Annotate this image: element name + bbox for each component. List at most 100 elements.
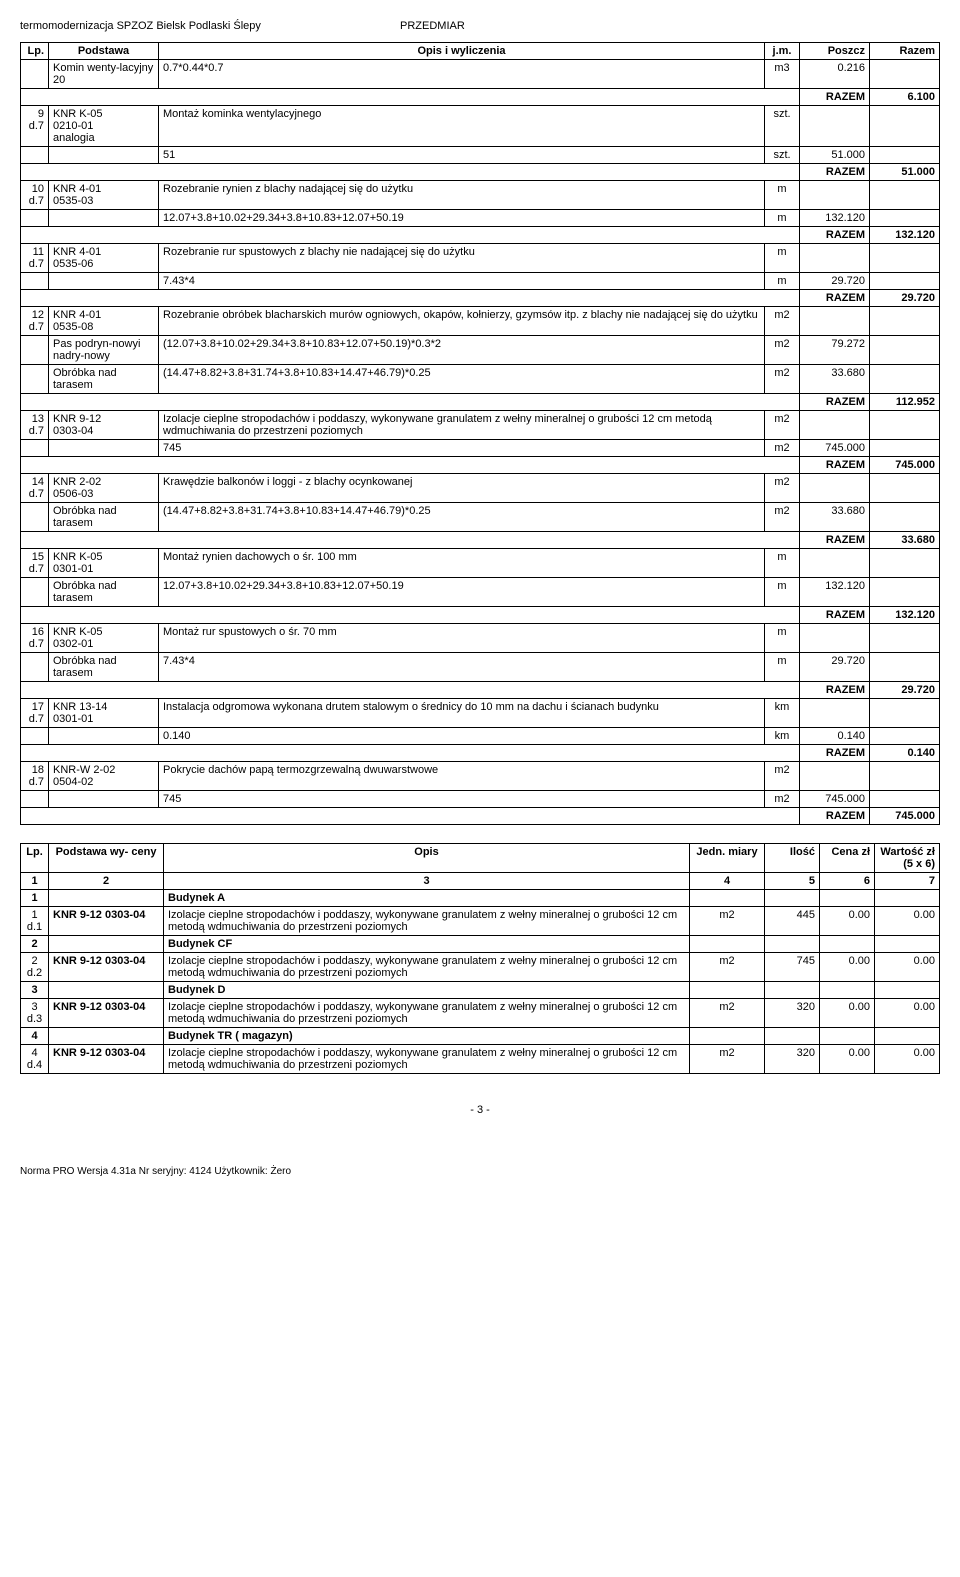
cell-lp bbox=[21, 336, 49, 365]
th-lp: Lp. bbox=[21, 43, 49, 60]
page-header: termomodernizacja SPZOZ Bielsk Podlaski … bbox=[20, 20, 940, 32]
cell-jedn: m2 bbox=[690, 1045, 765, 1074]
cell-pod: KNR 9-12 0303-04 bbox=[49, 1045, 164, 1074]
table-row: RAZEM51.000 bbox=[21, 164, 940, 181]
cell-podstawa bbox=[49, 440, 159, 457]
th-razem: Razem bbox=[870, 43, 940, 60]
th2-lp: Lp. bbox=[21, 844, 49, 873]
table-row: Obróbka nad tarasem7.43*4m29.720 bbox=[21, 653, 940, 682]
th2-wart: Wartość zł (5 x 6) bbox=[875, 844, 940, 873]
section-title: Budynek TR ( magazyn) bbox=[164, 1028, 690, 1045]
razem-value: 745.000 bbox=[870, 808, 940, 825]
cell-poszcz bbox=[800, 106, 870, 147]
cell-jm: szt. bbox=[765, 106, 800, 147]
cell-opis: Montaż rur spustowych o śr. 70 mm bbox=[159, 624, 765, 653]
th2-pod: Podstawa wy- ceny bbox=[49, 844, 164, 873]
cell-lp bbox=[21, 728, 49, 745]
section-pod-empty bbox=[49, 1028, 164, 1045]
cell-podstawa bbox=[49, 210, 159, 227]
cell-razem bbox=[870, 60, 940, 89]
cell-razem bbox=[870, 411, 940, 440]
numcol-4: 4 bbox=[690, 873, 765, 890]
razem-label: RAZEM bbox=[800, 808, 870, 825]
numcol-2: 2 bbox=[49, 873, 164, 890]
section-empty bbox=[765, 982, 820, 999]
cell-poszcz bbox=[800, 244, 870, 273]
cell-poszcz bbox=[800, 181, 870, 210]
section-lp: 2 bbox=[21, 936, 49, 953]
cell-opis: Krawędzie balkonów i loggi - z blachy oc… bbox=[159, 474, 765, 503]
table-row: RAZEM29.720 bbox=[21, 290, 940, 307]
cell-ilosc: 320 bbox=[765, 1045, 820, 1074]
cell-pod: KNR 9-12 0303-04 bbox=[49, 953, 164, 982]
razem-spacer bbox=[21, 89, 800, 106]
cell-jm: m2 bbox=[765, 474, 800, 503]
cell-opis: (14.47+8.82+3.8+31.74+3.8+10.83+14.47+46… bbox=[159, 365, 765, 394]
cell-opis: (14.47+8.82+3.8+31.74+3.8+10.83+14.47+46… bbox=[159, 503, 765, 532]
razem-label: RAZEM bbox=[800, 682, 870, 699]
cell-lp: 2 d.2 bbox=[21, 953, 49, 982]
cell-lp bbox=[21, 147, 49, 164]
section-title: Budynek A bbox=[164, 890, 690, 907]
cell-jedn: m2 bbox=[690, 953, 765, 982]
table-row: 10 d.7KNR 4-01 0535-03Rozebranie rynien … bbox=[21, 181, 940, 210]
cell-razem bbox=[870, 474, 940, 503]
cell-jm: m2 bbox=[765, 411, 800, 440]
section-empty bbox=[765, 1028, 820, 1045]
cell-opis: Izolacje cieplne stropodachów i poddaszy… bbox=[159, 411, 765, 440]
cell-cena: 0.00 bbox=[820, 953, 875, 982]
cell-razem bbox=[870, 244, 940, 273]
cell-jedn: m2 bbox=[690, 999, 765, 1028]
table-row: 51szt.51.000 bbox=[21, 147, 940, 164]
razem-spacer bbox=[21, 290, 800, 307]
cell-wart: 0.00 bbox=[875, 907, 940, 936]
table-row: 12 d.7KNR 4-01 0535-08Rozebranie obróbek… bbox=[21, 307, 940, 336]
cell-lp: 4 d.4 bbox=[21, 1045, 49, 1074]
section-lp: 3 bbox=[21, 982, 49, 999]
cell-poszcz: 132.120 bbox=[800, 210, 870, 227]
cell-poszcz bbox=[800, 699, 870, 728]
table-row: RAZEM132.120 bbox=[21, 227, 940, 244]
cell-opis: Montaż kominka wentylacyjnego bbox=[159, 106, 765, 147]
cell-lp bbox=[21, 653, 49, 682]
table-row: Obróbka nad tarasem(14.47+8.82+3.8+31.74… bbox=[21, 365, 940, 394]
th-poszcz: Poszcz bbox=[800, 43, 870, 60]
razem-spacer bbox=[21, 532, 800, 549]
cell-poszcz: 33.680 bbox=[800, 365, 870, 394]
section-title: Budynek CF bbox=[164, 936, 690, 953]
cell-razem bbox=[870, 273, 940, 290]
cell-opis: Izolacje cieplne stropodachów i poddaszy… bbox=[164, 953, 690, 982]
cell-lp bbox=[21, 60, 49, 89]
cell-razem bbox=[870, 147, 940, 164]
razem-label: RAZEM bbox=[800, 227, 870, 244]
table-row: 13 d.7KNR 9-12 0303-04Izolacje cieplne s… bbox=[21, 411, 940, 440]
table-row: 2 d.2KNR 9-12 0303-04Izolacje cieplne st… bbox=[21, 953, 940, 982]
cell-razem bbox=[870, 578, 940, 607]
th2-ilosc: Ilość bbox=[765, 844, 820, 873]
table-row: 4Budynek TR ( magazyn) bbox=[21, 1028, 940, 1045]
razem-value: 132.120 bbox=[870, 607, 940, 624]
header-left: termomodernizacja SPZOZ Bielsk Podlaski … bbox=[20, 20, 400, 32]
razem-value: 33.680 bbox=[870, 532, 940, 549]
section-empty bbox=[690, 890, 765, 907]
table-row: 3 d.3KNR 9-12 0303-04Izolacje cieplne st… bbox=[21, 999, 940, 1028]
cell-razem bbox=[870, 699, 940, 728]
th2-cena: Cena zł bbox=[820, 844, 875, 873]
cell-poszcz: 0.140 bbox=[800, 728, 870, 745]
cell-podstawa bbox=[49, 791, 159, 808]
razem-label: RAZEM bbox=[800, 745, 870, 762]
section-empty bbox=[820, 982, 875, 999]
cell-lp: 14 d.7 bbox=[21, 474, 49, 503]
cell-jm: m3 bbox=[765, 60, 800, 89]
cell-lp: 18 d.7 bbox=[21, 762, 49, 791]
cell-opis: Pokrycie dachów papą termozgrzewalną dwu… bbox=[159, 762, 765, 791]
table-row: 12.07+3.8+10.02+29.34+3.8+10.83+12.07+50… bbox=[21, 210, 940, 227]
cell-lp: 3 d.3 bbox=[21, 999, 49, 1028]
cell-razem bbox=[870, 791, 940, 808]
table-row: Obróbka nad tarasem(14.47+8.82+3.8+31.74… bbox=[21, 503, 940, 532]
cell-jm: m bbox=[765, 624, 800, 653]
cell-razem bbox=[870, 549, 940, 578]
section-empty bbox=[765, 936, 820, 953]
section-pod-empty bbox=[49, 890, 164, 907]
table-header-row: Lp. Podstawa Opis i wyliczenia j.m. Posz… bbox=[21, 43, 940, 60]
